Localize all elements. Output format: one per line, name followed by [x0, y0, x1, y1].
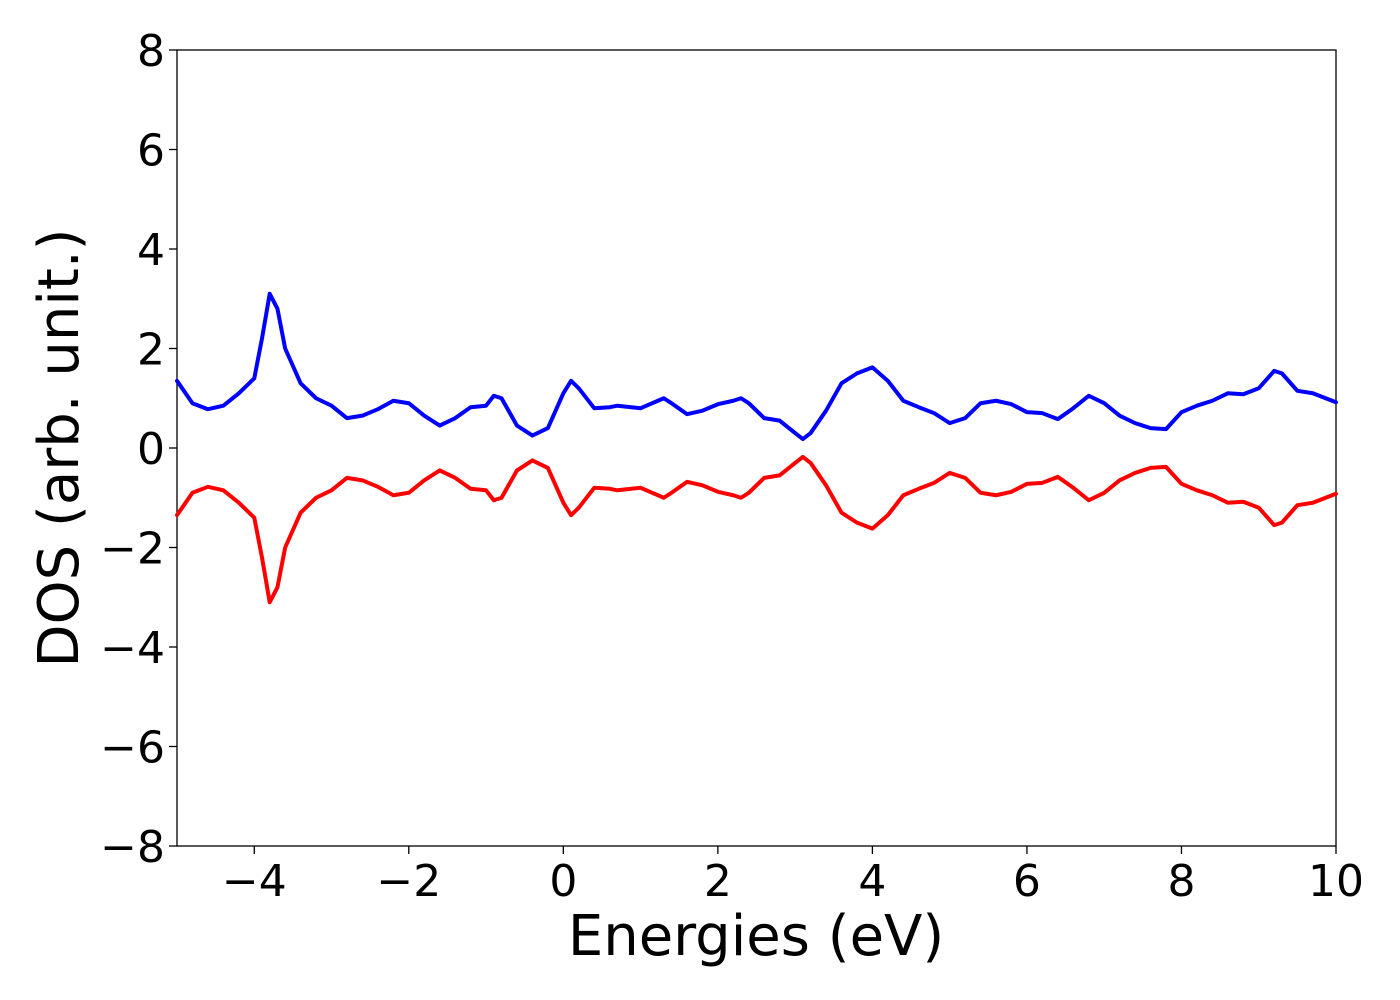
x-tick-label: 4	[858, 856, 886, 907]
x-tick-label: 10	[1308, 856, 1364, 907]
y-tick-label: −8	[100, 822, 165, 873]
y-tick-label: 8	[137, 26, 165, 77]
x-tick-label: −4	[222, 856, 287, 907]
x-tick-label: 6	[1013, 856, 1041, 907]
y-tick-label: 6	[137, 126, 165, 177]
y-tick-label: −6	[100, 723, 165, 774]
y-tick-label: −2	[100, 524, 165, 575]
x-tick-label: −2	[376, 856, 441, 907]
y-tick-label: 4	[137, 225, 165, 276]
y-axis-label: DOS (arb. unit.)	[27, 228, 92, 667]
dos-line	[175, 454, 1338, 605]
y-tick-label: 2	[137, 325, 165, 376]
dos-line	[175, 291, 1338, 442]
y-tick-label: −4	[100, 623, 165, 674]
y-tick-label: 0	[137, 424, 165, 475]
x-tick-label: 8	[1167, 856, 1195, 907]
x-tick-label: 0	[549, 856, 577, 907]
x-axis-label: Energies (eV)	[568, 904, 944, 969]
plot-frame	[176, 49, 1337, 847]
x-tick-label: 2	[704, 856, 732, 907]
